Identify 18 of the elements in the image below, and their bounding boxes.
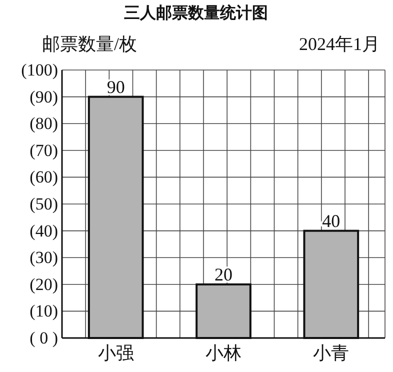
x-tick-label: 小林 [206, 342, 242, 363]
y-tick-label: (30) [30, 248, 58, 268]
y-axis-title: 邮票数量/枚 [42, 34, 138, 54]
x-tick-label: 小青 [313, 342, 350, 363]
y-tick-label: (100) [21, 60, 58, 80]
y-tick-label: (70) [30, 140, 58, 160]
y-tick-label: (50) [30, 194, 58, 214]
x-tick-label: 小强 [98, 342, 134, 363]
y-tick-label: (90) [30, 87, 58, 106]
y-tick-label: (40) [30, 221, 58, 240]
y-tick-label: ( 0 ) [30, 328, 58, 348]
y-tick-label: (80) [30, 114, 58, 134]
y-tick-label: (20) [30, 274, 58, 294]
text: 2024年1月 [299, 34, 380, 54]
y-tick-label: (60) [30, 168, 58, 187]
y-tick-label: (10) [30, 302, 58, 321]
chart-title: 三人邮票数量统计图 [124, 4, 268, 22]
data-label: 40 [322, 210, 340, 231]
